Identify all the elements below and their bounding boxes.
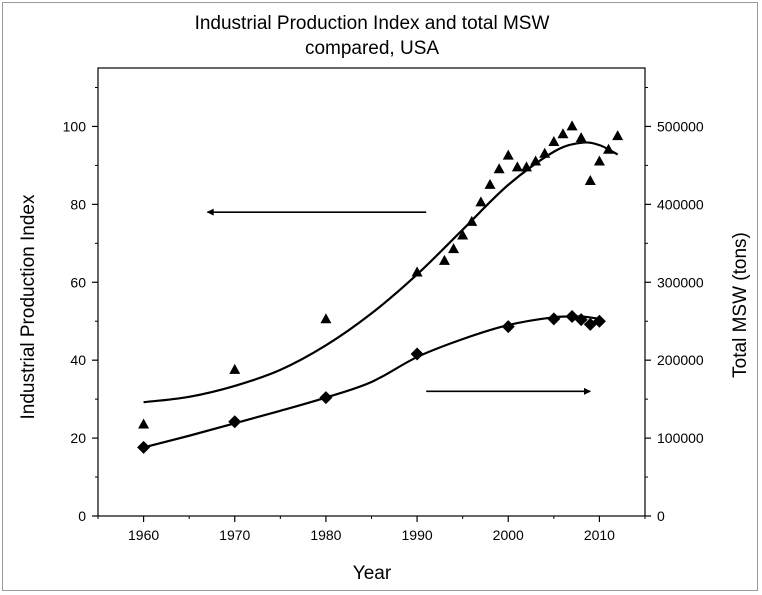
y-tick-label: 60 [70,274,86,290]
triangle-point [520,161,532,172]
data-markers [137,120,624,454]
y2-tick-label: 100000 [657,430,704,446]
diamond-point [574,313,588,327]
triangle-point [448,243,460,254]
y-axis-ticks: 0 20 40 60 80 100 [63,86,98,524]
y-tick-label: 100 [63,118,87,134]
triangle-point [593,155,605,166]
triangle-point [548,136,560,147]
chart-title-line-2: compared, USA [305,38,439,59]
triangle-point [502,149,514,160]
chart-title-line-1: Industrial Production Index and total MS… [195,13,550,34]
y-tick-label: 80 [70,196,86,212]
triangle-point [539,147,551,158]
y2-tick-label: 300000 [657,274,704,290]
x-tick-label: 1970 [219,527,250,543]
x-tick-label: 2000 [493,527,524,543]
diamond-point [137,440,151,454]
y2-axis-ticks: 0 100000 200000 300000 400000 500000 [645,86,704,524]
triangle-point [475,196,487,207]
y2-tick-label: 500000 [657,118,704,134]
triangle-point [229,363,241,374]
triangle-point [603,143,615,154]
triangle-point [511,161,523,172]
y2-axis-label: Total MSW (tons) [730,232,751,378]
x-axis-label: Year [353,563,392,584]
ipi-fit-curve [143,141,619,404]
triangle-point [484,178,496,189]
triangle-point [584,174,596,185]
triangle-point [612,130,624,141]
y-tick-label: 40 [70,352,86,368]
diamond-point [501,320,515,334]
y2-tick-label: 400000 [657,196,704,212]
diamond-point [319,391,333,405]
x-tick-label: 1990 [402,527,433,543]
triangle-point [438,254,450,265]
x-tick-label: 1980 [310,527,341,543]
x-tick-label: 2010 [584,527,615,543]
triangle-point [566,120,578,131]
diamond-point [592,314,606,328]
triangle-point [457,229,469,240]
diamond-point [228,415,242,429]
x-axis-ticks: 1960 1970 1980 1990 2000 2010 [97,516,646,543]
y-axis-label: Industrial Production Index [18,194,39,419]
y2-tick-label: 200000 [657,352,704,368]
triangle-point [493,163,505,174]
msw-fit-curve [143,315,600,449]
diamond-point [547,312,561,326]
x-tick-label: 1960 [128,527,159,543]
triangle-point [138,418,150,429]
y-tick-label: 20 [70,430,86,446]
fit-curves [143,141,619,449]
triangle-point [411,266,423,277]
triangle-point [466,215,478,226]
triangle-point [320,313,332,324]
diamond-point [410,347,424,361]
triangle-point [575,132,587,143]
triangle-point [557,128,569,139]
annotation-arrows [206,208,591,395]
y-tick-label: 0 [78,508,86,524]
triangle-point [530,155,542,166]
y2-tick-label: 0 [657,508,665,524]
